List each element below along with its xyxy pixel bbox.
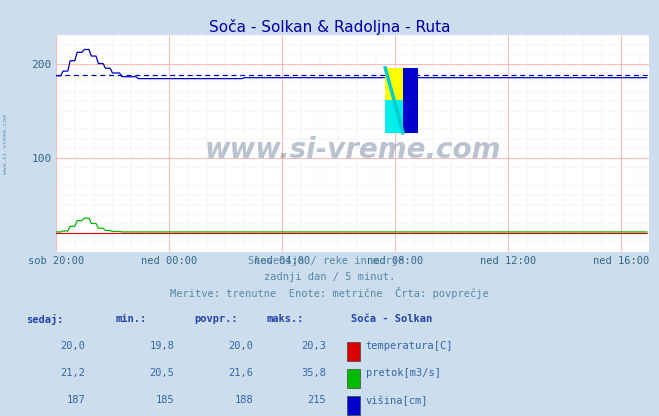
Text: maks.:: maks.: bbox=[267, 314, 304, 324]
Text: 20,5: 20,5 bbox=[150, 368, 175, 378]
Text: 187: 187 bbox=[67, 395, 86, 405]
Text: sedaj:: sedaj: bbox=[26, 314, 64, 325]
Text: 21,6: 21,6 bbox=[229, 368, 254, 378]
Text: 188: 188 bbox=[235, 395, 254, 405]
Text: višina[cm]: višina[cm] bbox=[366, 395, 428, 406]
Text: temperatura[C]: temperatura[C] bbox=[366, 341, 453, 351]
Bar bbox=[403, 68, 418, 133]
Text: pretok[m3/s]: pretok[m3/s] bbox=[366, 368, 441, 378]
Text: www.si-vreme.com: www.si-vreme.com bbox=[204, 136, 501, 164]
Text: 21,2: 21,2 bbox=[61, 368, 86, 378]
Text: www.si-vreme.com: www.si-vreme.com bbox=[3, 114, 8, 173]
Bar bbox=[386, 68, 403, 100]
Text: 20,0: 20,0 bbox=[229, 341, 254, 351]
Text: zadnji dan / 5 minut.: zadnji dan / 5 minut. bbox=[264, 272, 395, 282]
Text: povpr.:: povpr.: bbox=[194, 314, 238, 324]
Text: 215: 215 bbox=[308, 395, 326, 405]
Text: Soča - Solkan: Soča - Solkan bbox=[351, 314, 432, 324]
Text: 185: 185 bbox=[156, 395, 175, 405]
Text: 19,8: 19,8 bbox=[150, 341, 175, 351]
Text: Slovenija / reke in morje.: Slovenija / reke in morje. bbox=[248, 256, 411, 266]
Bar bbox=[386, 100, 403, 133]
Text: 35,8: 35,8 bbox=[301, 368, 326, 378]
Text: Meritve: trenutne  Enote: metrične  Črta: povprečje: Meritve: trenutne Enote: metrične Črta: … bbox=[170, 287, 489, 300]
Text: 20,0: 20,0 bbox=[61, 341, 86, 351]
Text: 20,3: 20,3 bbox=[301, 341, 326, 351]
Text: Soča - Solkan & Radoljna - Ruta: Soča - Solkan & Radoljna - Ruta bbox=[209, 19, 450, 35]
Text: min.:: min.: bbox=[115, 314, 146, 324]
